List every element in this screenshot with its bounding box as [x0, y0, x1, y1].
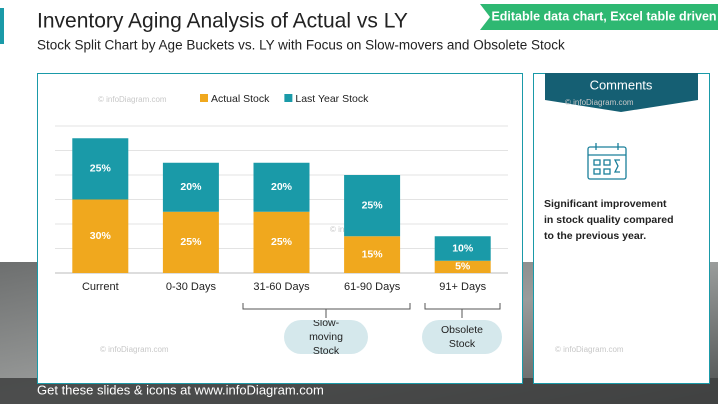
x-tick-label: 31-60 Days	[253, 281, 310, 293]
value-label: 25%	[180, 236, 202, 248]
bar-segment	[434, 236, 491, 261]
x-tick-label: 91+ Days	[439, 281, 486, 293]
value-label: 20%	[271, 181, 293, 193]
bar-segment	[253, 162, 310, 212]
group-label: Obsolete Stock	[440, 324, 484, 350]
x-tick-label: 61-90 Days	[344, 281, 401, 293]
legend-swatch	[200, 94, 208, 102]
legend-swatch	[284, 94, 293, 102]
value-label: 30%	[90, 230, 112, 242]
bar-segment	[253, 211, 310, 273]
title: Inventory Aging Analysis of Actual vs LY	[37, 10, 408, 33]
calendar-icon	[587, 143, 627, 180]
bar-segment	[344, 175, 401, 237]
bar-segment	[72, 138, 129, 200]
value-label: 25%	[362, 199, 384, 211]
bar-segment	[162, 211, 219, 273]
group-pill	[284, 320, 368, 354]
legend-label: Actual Stock	[211, 93, 270, 105]
watermark: © infoDiagram.com	[555, 345, 624, 354]
bar-segment	[344, 236, 401, 273]
x-tick-label: 0-30 Days	[166, 281, 217, 293]
value-label: 10%	[452, 242, 474, 254]
group-label: Slow-moving Stock	[309, 320, 343, 354]
comments-header	[545, 73, 698, 112]
bar-segment	[434, 260, 491, 273]
watermark: © infoDiagram.com	[98, 95, 167, 104]
value-label: 15%	[362, 248, 384, 260]
subtitle: Stock Split Chart by Age Buckets vs. LY …	[37, 38, 565, 53]
banner-text: Editable data chart, Excel table driven	[491, 9, 716, 23]
bar-segment	[72, 199, 129, 273]
value-label: 25%	[90, 163, 112, 175]
group-brackets	[242, 303, 501, 318]
legend-label: Last Year Stock	[295, 93, 369, 105]
comments-text: Significant improvement in stock quality…	[544, 198, 674, 242]
value-label: 5%	[455, 261, 471, 273]
bar-segment	[162, 162, 219, 212]
comments-box: Significant improvement in stock quality…	[544, 198, 674, 242]
group-label-box: Obsolete Stock	[440, 324, 484, 350]
footer: Get these slides & icons at www.infoDiag…	[37, 382, 324, 397]
value-label: 25%	[271, 236, 293, 248]
x-tick-label: Current	[82, 281, 119, 293]
watermark: © infoDiagram.com	[100, 345, 169, 354]
comments-title: Comments	[590, 77, 653, 92]
accent	[0, 8, 4, 44]
watermark: © infoDiagram.com	[565, 98, 634, 107]
group-label-box: Slow-moving Stock	[309, 320, 343, 354]
comments-panel	[533, 73, 710, 384]
banner	[480, 4, 718, 30]
value-label: 20%	[180, 181, 202, 193]
group-pill	[422, 320, 502, 354]
